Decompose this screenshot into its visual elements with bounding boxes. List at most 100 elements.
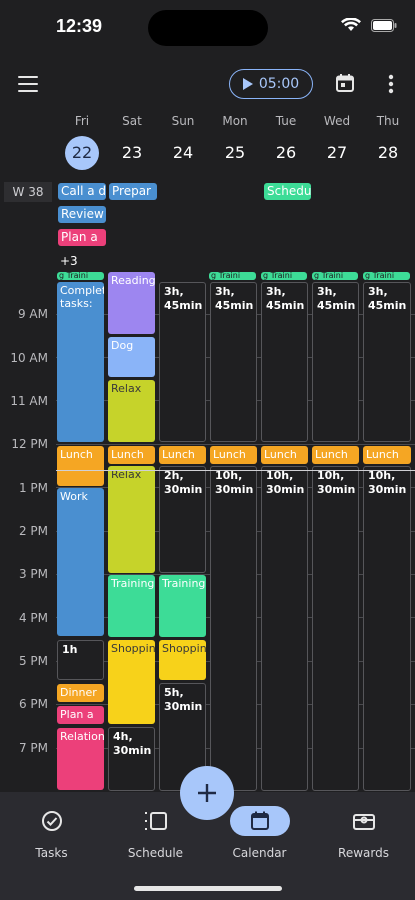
status-time: 12:39 [56, 16, 103, 36]
event-lunch[interactable]: Lunch [159, 446, 206, 464]
event-lunch[interactable]: Lunch [312, 446, 359, 464]
event-plan[interactable]: Plan a [57, 706, 104, 724]
event-lunch[interactable]: Lunch [210, 446, 257, 464]
event-relax[interactable]: Relax [108, 380, 155, 442]
nav-calendar[interactable]: Calendar [208, 806, 311, 860]
nav-tasks[interactable]: Tasks [0, 806, 103, 860]
hour-label: 7 PM [18, 741, 48, 755]
hour-label: 6 PM [18, 697, 48, 711]
free-slot[interactable]: 3h, 45min [312, 282, 359, 442]
calendar-today-icon[interactable] [336, 74, 354, 92]
battery-icon [371, 18, 397, 32]
nav-label: Schedule [127, 846, 184, 860]
hour-label: 5 PM [18, 654, 48, 668]
day-number: 23 [121, 143, 143, 162]
week-grid[interactable]: g Traini g Traini g Traini g Traini g Tr… [56, 272, 415, 792]
schedule-icon [126, 806, 186, 836]
menu-icon[interactable] [18, 76, 38, 92]
day-name: Tue [275, 114, 297, 128]
day-header-sun[interactable]: Sun 24 [158, 114, 208, 170]
hour-label: 10 AM [10, 351, 48, 365]
event-lunch[interactable]: Lunch [261, 446, 308, 464]
allday-event-schedule[interactable]: Schedu [264, 183, 311, 200]
event-relationship[interactable]: Relationship [57, 728, 104, 790]
dynamic-island [148, 10, 268, 46]
free-slot[interactable]: 10h, 30min [261, 466, 308, 791]
status-icons [341, 18, 397, 32]
day-name: Wed [323, 114, 351, 128]
free-slot[interactable]: 10h, 30min [312, 466, 359, 791]
event-training-top[interactable]: g Traini [209, 272, 256, 280]
event-training[interactable]: Training [159, 575, 206, 637]
free-slot[interactable]: 3h, 45min [210, 282, 257, 442]
day-header-tue[interactable]: Tue 26 [261, 114, 311, 170]
event-relax[interactable]: Relax [108, 466, 155, 573]
free-slot[interactable]: 1h [57, 640, 104, 680]
nav-rewards[interactable]: Rewards [312, 806, 415, 860]
event-work[interactable]: Work [57, 488, 104, 636]
allday-event-review[interactable]: Review [58, 206, 106, 223]
day-header-wed[interactable]: Wed 27 [312, 114, 362, 170]
event-training-top[interactable]: g Traini [261, 272, 307, 280]
day-number-today: 22 [65, 136, 99, 170]
allday-event-prepare[interactable]: Prepar [109, 183, 157, 200]
event-training-top[interactable]: g Traini [363, 272, 410, 280]
hour-label: 2 PM [18, 524, 48, 538]
free-slot[interactable]: 2h, 30min [159, 466, 206, 573]
event-shopping[interactable]: Shopping [108, 640, 155, 724]
day-name: Mon [222, 114, 248, 128]
day-number: 25 [224, 143, 246, 162]
free-slot[interactable]: 10h, 30min [210, 466, 257, 791]
hour-label: 9 AM [17, 307, 48, 321]
week-number: W 38 [4, 182, 52, 202]
free-slot[interactable]: 10h, 30min [363, 466, 411, 791]
event-dinner[interactable]: Dinner [57, 684, 104, 702]
free-slot[interactable]: 3h, 45min [159, 282, 206, 442]
rewards-icon [334, 806, 394, 836]
event-reading[interactable]: Reading [108, 272, 155, 334]
nav-label: Tasks [35, 846, 68, 860]
free-slot[interactable]: 3h, 45min [261, 282, 308, 442]
day-name: Sun [171, 114, 195, 128]
calendar-icon [229, 806, 290, 836]
home-indicator [134, 886, 282, 891]
day-number: 27 [326, 143, 348, 162]
day-number: 24 [172, 143, 194, 162]
day-number: 26 [275, 143, 297, 162]
nav-schedule[interactable]: Schedule [104, 806, 207, 860]
day-header-thu[interactable]: Thu 28 [363, 114, 413, 170]
day-number: 28 [377, 143, 399, 162]
day-header-mon[interactable]: Mon 25 [210, 114, 260, 170]
add-fab-button[interactable] [180, 766, 234, 820]
event-training-top[interactable]: g Traini [57, 272, 104, 280]
event-lunch[interactable]: Lunch [363, 446, 411, 464]
event-training-top[interactable]: g Traini [312, 272, 358, 280]
event-shopping[interactable]: Shopping [159, 640, 206, 680]
allday-event-plan[interactable]: Plan a [58, 229, 106, 246]
hour-label: 3 PM [18, 567, 48, 581]
nav-label: Calendar [232, 846, 287, 860]
event-lunch[interactable]: Lunch [57, 446, 104, 486]
nav-label: Rewards [338, 846, 389, 860]
allday-event-call[interactable]: Call a d [58, 183, 106, 200]
check-circle-icon [22, 806, 82, 836]
day-name: Thu [376, 114, 400, 128]
free-slot[interactable]: 3h, 45min [363, 282, 411, 442]
more-vert-icon[interactable] [388, 74, 394, 94]
event-dog[interactable]: Dog [108, 337, 155, 377]
allday-more-count[interactable]: +3 [60, 254, 78, 268]
hour-label: 12 PM [11, 437, 48, 451]
wifi-icon [341, 18, 361, 31]
hour-label: 4 PM [18, 611, 48, 625]
event-training[interactable]: Training [108, 575, 155, 637]
play-icon [242, 78, 253, 90]
timer-button[interactable]: 05:00 [229, 69, 313, 99]
day-name: Sat [122, 114, 142, 128]
event-complete-tasks[interactable]: Complete tasks: [57, 282, 104, 442]
hour-label: 1 PM [18, 481, 48, 495]
timer-label: 05:00 [258, 76, 300, 92]
free-slot[interactable]: 4h, 30min [108, 727, 155, 791]
event-lunch[interactable]: Lunch [108, 446, 155, 464]
day-header-sat[interactable]: Sat 23 [107, 114, 157, 170]
day-header-fri[interactable]: Fri 22 [57, 114, 107, 170]
